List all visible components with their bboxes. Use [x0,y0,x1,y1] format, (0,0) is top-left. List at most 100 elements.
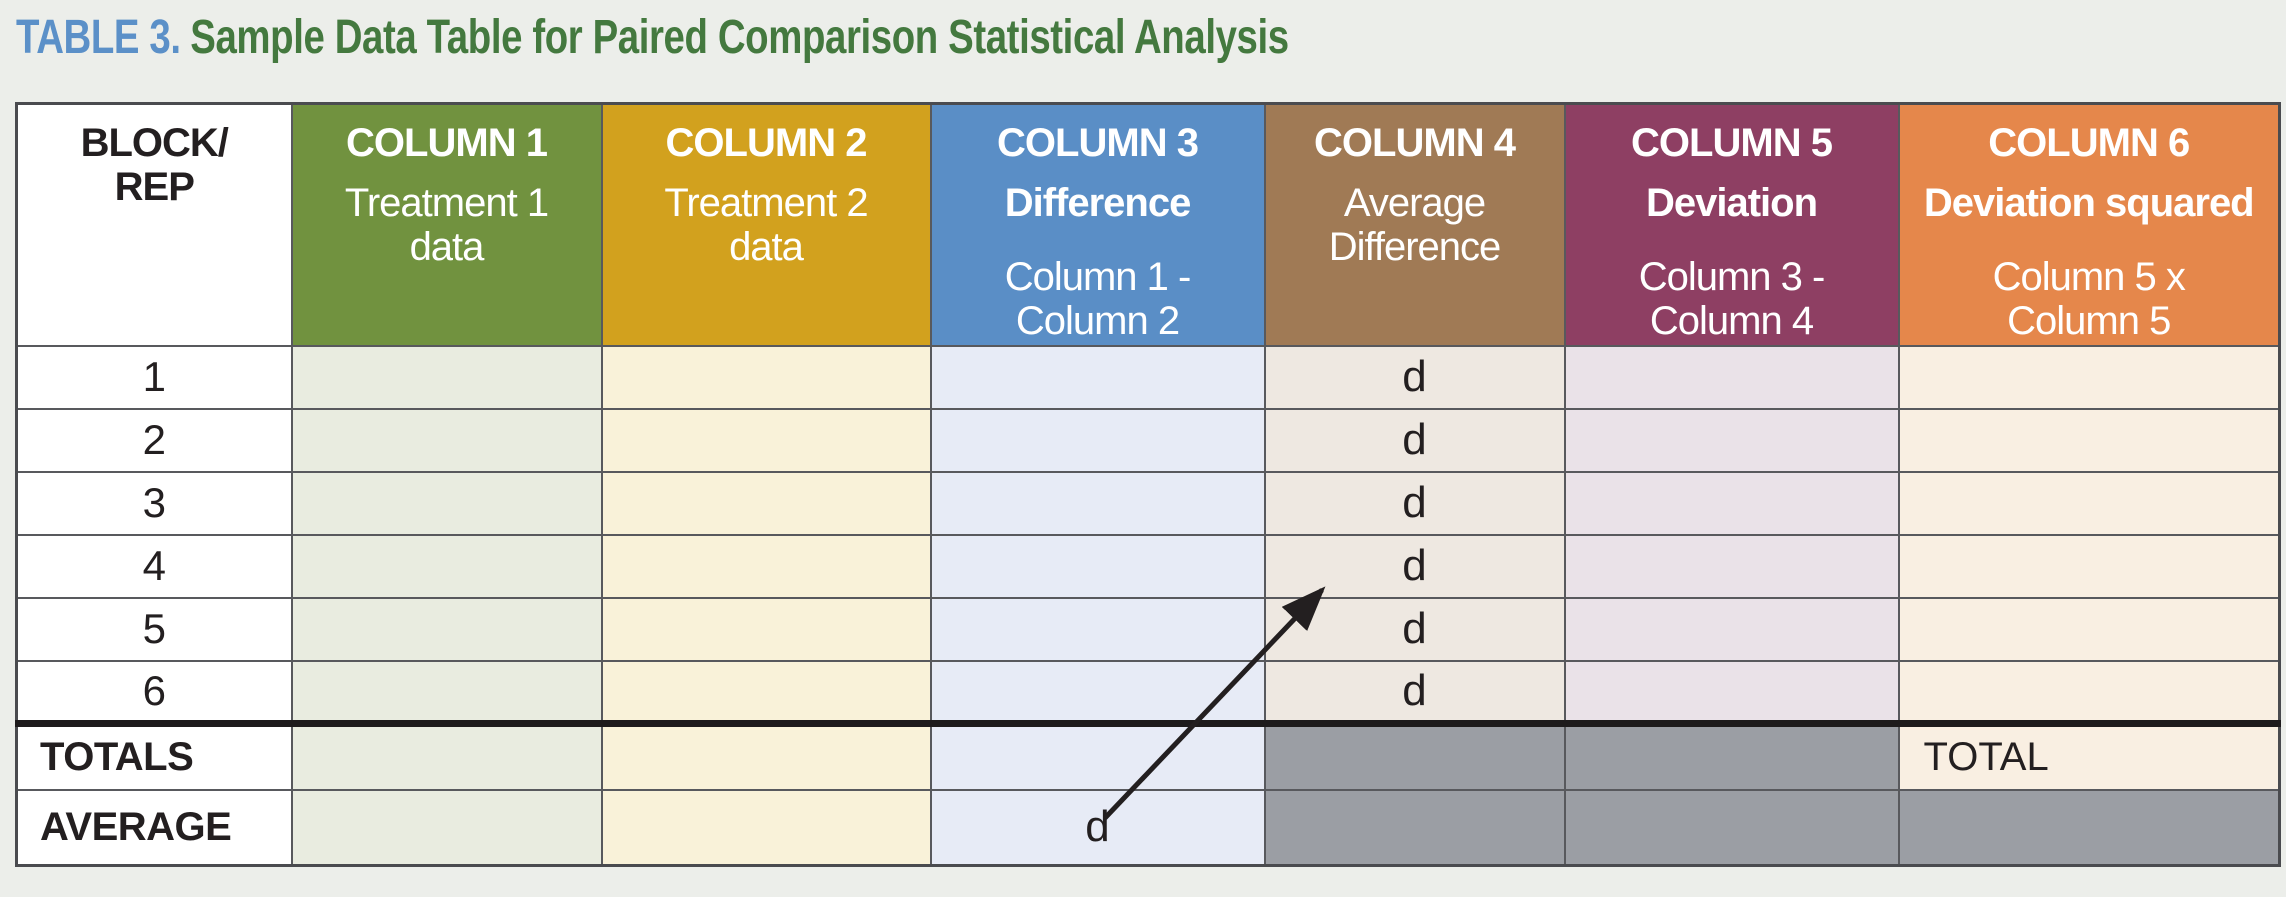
treatment2-cell [600,533,932,599]
column6-formula-line1: Column 5 x [1992,255,2186,299]
difference-cell [929,470,1266,536]
difference-total-cell [929,720,1266,791]
average-difference-cell: d [1263,407,1566,473]
block-number: 3 [15,470,293,536]
totals-label: TOTALS [15,720,293,791]
average-difference-cell: d [1263,596,1566,662]
difference-cell [929,533,1266,599]
average-difference-d-cell: d [929,788,1266,867]
deviation-cell [1563,470,1900,536]
block-number: 1 [15,344,293,410]
average-row: AVERAGE d [15,788,2281,867]
deviation-cell [1563,596,1900,662]
header-block-line2: REP [114,165,195,209]
treatment2-cell [600,344,932,410]
header-block-line1: BLOCK/ [80,121,229,165]
treatment2-cell [600,659,932,725]
treatment1-cell [290,344,603,410]
block-number: 6 [15,659,293,725]
header-column-5: COLUMN 5 Deviation Column 3 - Column 4 [1563,102,1900,347]
average-difference-cell: d [1263,470,1566,536]
average-difference-cell: d [1263,533,1566,599]
deviation-squared-cell [1897,470,2281,536]
caption-number: TABLE 3. [16,11,181,64]
table-row: 4 d [15,533,2281,599]
table-row: 1 d [15,344,2281,410]
deviation-squared-total-label: TOTAL [1897,720,2281,791]
column6-formula-line2: Column 5 [2007,299,2171,343]
column3-subtitle: Difference [1004,181,1192,225]
totals-row: TOTALS TOTAL [15,720,2281,791]
average-label: AVERAGE [15,788,293,867]
caption-title: Sample Data Table for Paired Comparison … [190,11,1289,64]
table-row: 3 d [15,470,2281,536]
average-difference-cell: d [1263,344,1566,410]
treatment2-cell [600,596,932,662]
table-row: 5 d [15,596,2281,662]
column3-title: COLUMN 3 [997,121,1199,165]
treatment1-total-cell [290,720,603,791]
header-column-1: COLUMN 1 Treatment 1 data [290,102,603,347]
column5-formula-line1: Column 3 - [1638,255,1826,299]
header-block-rep: BLOCK/ REP [15,102,293,347]
column2-sub-line2: data [729,225,804,269]
column1-sub-line1: Treatment 1 [344,181,549,225]
treatment2-total-cell [600,720,932,791]
treatment1-cell [290,470,603,536]
column2-title: COLUMN 2 [665,121,868,165]
average-difference-cell: d [1263,659,1566,725]
header-row: BLOCK/ REP COLUMN 1 Treatment 1 data COL… [15,102,2281,347]
deviation-squared-cell [1897,407,2281,473]
deviation-squared-cell [1897,533,2281,599]
treatment2-cell [600,407,932,473]
table-row: 6 d [15,659,2281,725]
column4-sub-line2: Difference [1328,225,1502,269]
block-number: 2 [15,407,293,473]
blocked-cell [1563,720,1900,791]
deviation-cell [1563,344,1900,410]
table-caption: TABLE 3. Sample Data Table for Paired Com… [16,10,1289,65]
difference-cell [929,659,1266,725]
column3-formula-line1: Column 1 - [1004,255,1192,299]
deviation-squared-cell [1897,344,2281,410]
treatment1-cell [290,533,603,599]
column5-title: COLUMN 5 [1631,121,1833,165]
paired-comparison-table: BLOCK/ REP COLUMN 1 Treatment 1 data COL… [15,102,2281,867]
deviation-cell [1563,659,1900,725]
blocked-cell [1263,720,1566,791]
difference-cell [929,596,1266,662]
treatment1-cell [290,659,603,725]
header-column-6: COLUMN 6 Deviation squared Column 5 x Co… [1897,102,2281,347]
column5-subtitle: Deviation [1645,181,1818,225]
column1-sub-line2: data [409,225,485,269]
blocked-cell [1897,788,2281,867]
header-column-3: COLUMN 3 Difference Column 1 - Column 2 [929,102,1266,347]
column1-title: COLUMN 1 [346,121,548,165]
treatment2-cell [600,470,932,536]
header-column-4: COLUMN 4 Average Difference [1263,102,1566,347]
deviation-cell [1563,407,1900,473]
column3-formula-line2: Column 2 [1015,299,1180,343]
deviation-squared-cell [1897,596,2281,662]
difference-cell [929,407,1266,473]
difference-cell [929,344,1266,410]
treatment1-cell [290,407,603,473]
table-row: 2 d [15,407,2281,473]
blocked-cell [1263,788,1566,867]
column4-sub-line1: Average [1343,181,1486,225]
blocked-cell [1563,788,1900,867]
treatment1-average-cell [290,788,603,867]
treatment2-average-cell [600,788,932,867]
column2-sub-line1: Treatment 2 [664,181,868,225]
deviation-squared-cell [1897,659,2281,725]
column5-formula-line2: Column 4 [1649,299,1814,343]
column4-title: COLUMN 4 [1314,121,1516,165]
column6-title: COLUMN 6 [1988,121,2190,165]
deviation-cell [1563,533,1900,599]
block-number: 4 [15,533,293,599]
header-column-2: COLUMN 2 Treatment 2 data [600,102,932,347]
block-number: 5 [15,596,293,662]
treatment1-cell [290,596,603,662]
column6-subtitle: Deviation squared [1923,181,2255,225]
